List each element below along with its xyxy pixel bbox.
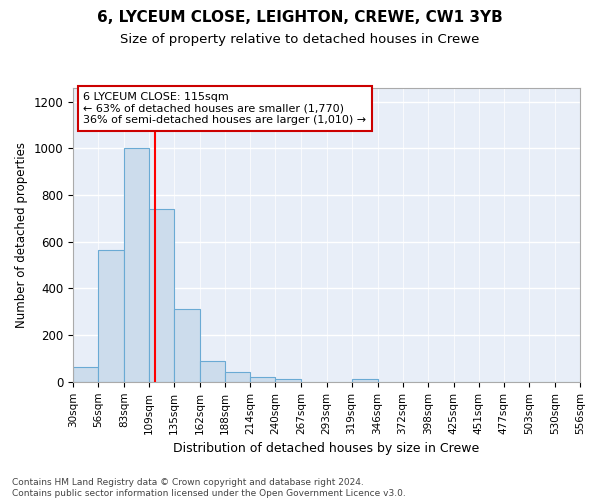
Bar [98, 250, 124, 382]
Bar [226, 372, 250, 382]
Bar [352, 380, 377, 382]
Bar [174, 310, 200, 382]
Bar [250, 376, 275, 382]
Text: 6 LYCEUM CLOSE: 115sqm
← 63% of detached houses are smaller (1,770)
36% of semi-: 6 LYCEUM CLOSE: 115sqm ← 63% of detached… [83, 92, 366, 125]
Bar [149, 209, 174, 382]
X-axis label: Distribution of detached houses by size in Crewe: Distribution of detached houses by size … [173, 442, 479, 455]
Text: 6, LYCEUM CLOSE, LEIGHTON, CREWE, CW1 3YB: 6, LYCEUM CLOSE, LEIGHTON, CREWE, CW1 3Y… [97, 10, 503, 25]
Bar [275, 380, 301, 382]
Bar [200, 361, 226, 382]
Bar [124, 148, 149, 382]
Bar [73, 366, 98, 382]
Text: Size of property relative to detached houses in Crewe: Size of property relative to detached ho… [121, 32, 479, 46]
Text: Contains HM Land Registry data © Crown copyright and database right 2024.
Contai: Contains HM Land Registry data © Crown c… [12, 478, 406, 498]
Y-axis label: Number of detached properties: Number of detached properties [15, 142, 28, 328]
